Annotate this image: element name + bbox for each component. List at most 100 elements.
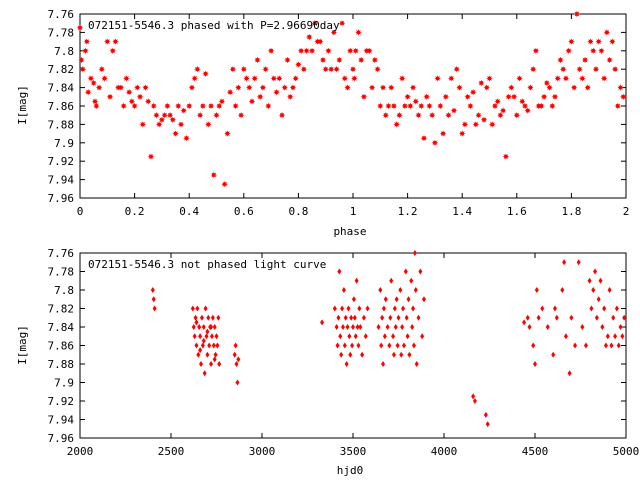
unphased-data-point [411, 305, 416, 312]
phased-data-point [90, 79, 97, 87]
phased-y-tick-label: 7.82 [48, 63, 75, 76]
phased-data-point [308, 47, 316, 54]
unphased-data-point [198, 347, 203, 354]
unphased-data-point [618, 324, 623, 330]
unphased-data-point [344, 361, 349, 367]
phased-data-point [243, 75, 250, 82]
unphased-data-point [409, 277, 414, 284]
unphased-data-point [200, 342, 205, 349]
phased-data-point [232, 102, 239, 110]
unphased-data-point [204, 333, 209, 340]
unphased-data-point [194, 342, 199, 349]
phased-data-point [420, 135, 428, 142]
phased-data-point [360, 93, 368, 100]
phased-axis-ticks: 0 0.2 0.4 0.6 0.8 1 1.2 1.4 1.6 1.8 2 7.76 7.78 7.8 7.… [48, 8, 630, 218]
phased-x-tick-label: 2 [623, 205, 630, 218]
phased-data-point [407, 102, 414, 110]
phased-data-point [194, 66, 201, 73]
phased-data-point [532, 47, 540, 54]
unphased-y-tick-label: 7.92 [48, 395, 75, 408]
phased-data-point [134, 84, 141, 91]
phased-data-point [388, 84, 395, 91]
phased-data-point [341, 75, 349, 82]
phased-data-point [256, 93, 264, 100]
unphased-data-point [342, 342, 347, 349]
phased-data-point [366, 47, 373, 54]
phased-data-point [262, 66, 269, 73]
phased-data-point [226, 89, 234, 96]
phased-data-point [467, 102, 474, 110]
unphased-data-point [354, 277, 359, 284]
unphased-data-point [202, 370, 207, 377]
phased-data-point [333, 66, 340, 73]
phased-data-point [155, 121, 163, 128]
unphased-data-point [337, 268, 342, 275]
unphased-data-point [198, 333, 203, 340]
phased-data-point [101, 75, 108, 82]
phased-data-point [519, 98, 526, 105]
unphased-data-point [385, 324, 390, 330]
phased-data-point [475, 112, 482, 119]
unphased-y-tick-label: 7.9 [54, 377, 74, 390]
unphased-data-point [234, 361, 239, 367]
phased-data-point [117, 84, 125, 91]
phased-data-point [175, 102, 182, 110]
unphased-data-point [215, 342, 220, 349]
phased-data-point [606, 56, 613, 64]
phased-data-point [393, 121, 400, 128]
unphased-data-point [391, 351, 396, 358]
unphased-data-point [347, 333, 352, 340]
unphased-data-point [533, 361, 537, 367]
phased-x-tick-label: 0.8 [288, 205, 308, 218]
phased-data-point [469, 89, 477, 96]
unphased-data-point [346, 305, 351, 312]
phased-data-point [431, 139, 439, 146]
phased-data-point [540, 93, 548, 100]
phased-data-point [349, 66, 357, 73]
phased-data-point [336, 56, 343, 64]
unphased-data-point [382, 333, 387, 340]
unphased-data-point [217, 361, 222, 367]
phased-data-point [142, 84, 149, 91]
unphased-data-point [580, 324, 585, 330]
phased-data-point [516, 75, 523, 82]
unphased-data-point [356, 342, 361, 349]
unphased-data-point [212, 324, 217, 330]
unphased-data-point [378, 287, 383, 293]
phased-data-point [136, 93, 144, 100]
phased-data-point [620, 93, 627, 100]
phased-data-point [216, 102, 223, 110]
unphased-data-point [401, 305, 406, 312]
phased-data-point [401, 102, 409, 110]
phased-data-point [106, 93, 114, 100]
unphased-data-point [406, 296, 411, 303]
phased-data-point [112, 38, 119, 45]
phased-data-point [587, 38, 594, 45]
phased-data-point [300, 66, 308, 73]
unphased-data-point [205, 351, 210, 358]
phased-data-point [592, 66, 600, 73]
phased-data-point [145, 98, 152, 105]
phased-data-point [611, 66, 619, 73]
unphased-data-point [341, 287, 346, 293]
unphased-data-point [209, 333, 214, 340]
unphased-data-point [365, 305, 370, 312]
unphased-data-point [611, 314, 616, 321]
unphased-data-point [413, 287, 418, 293]
phased-data-point [570, 84, 578, 91]
phased-data-point [91, 98, 99, 105]
unphased-data-point [214, 333, 219, 340]
unphased-data-point [196, 351, 201, 358]
unphased-data-point [235, 379, 240, 386]
phased-data-point [292, 75, 299, 82]
unphased-data-point [349, 314, 354, 321]
unphased-data-point [233, 342, 238, 349]
unphased-data-point [201, 337, 206, 344]
phased-data-point [161, 112, 168, 119]
phased-data-point [489, 121, 496, 128]
unphased-data-point [593, 268, 598, 275]
phased-data-point [595, 38, 602, 45]
phased-data-point [428, 112, 436, 119]
unphased-data-point [216, 314, 221, 321]
phased-x-tick-label: 1.2 [398, 205, 418, 218]
